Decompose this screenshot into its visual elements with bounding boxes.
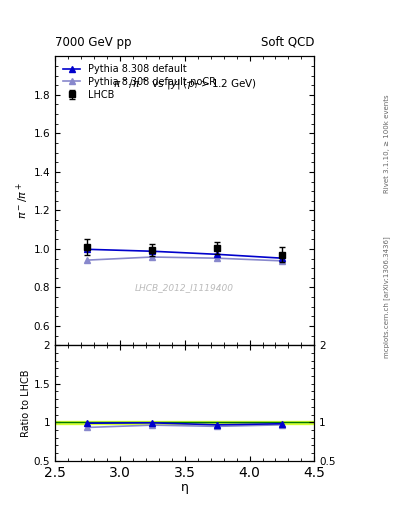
Bar (55, 421, 314, 424)
Pythia 8.308 default-noCR (280, 258, 285, 264)
Pythia 8.308 default (280, 255, 285, 261)
Text: Soft QCD: Soft QCD (261, 36, 314, 49)
Y-axis label: Ratio to LHCB: Ratio to LHCB (21, 369, 31, 437)
Text: Rivet 3.1.10, ≥ 100k events: Rivet 3.1.10, ≥ 100k events (384, 94, 390, 193)
Line: Pythia 8.308 default: Pythia 8.308 default (84, 246, 285, 262)
Text: 7000 GeV pp: 7000 GeV pp (55, 36, 132, 49)
X-axis label: η: η (181, 481, 189, 494)
Pythia 8.308 default (85, 246, 90, 252)
Pythia 8.308 default-noCR (150, 254, 154, 260)
Text: $\pi^-/\pi^+$ vs $|y|$ ($p_T > 1.2$ GeV): $\pi^-/\pi^+$ vs $|y|$ ($p_T > 1.2$ GeV) (113, 76, 257, 92)
Legend: Pythia 8.308 default, Pythia 8.308 default-noCR, LHCB: Pythia 8.308 default, Pythia 8.308 defau… (60, 61, 219, 103)
Text: mcplots.cern.ch [arXiv:1306.3436]: mcplots.cern.ch [arXiv:1306.3436] (384, 236, 391, 358)
Pythia 8.308 default (215, 251, 219, 258)
Y-axis label: $\pi^-/\pi^+$: $\pi^-/\pi^+$ (15, 182, 31, 219)
Text: LHCB_2012_I1119400: LHCB_2012_I1119400 (135, 283, 234, 292)
Pythia 8.308 default-noCR (85, 257, 90, 263)
Pythia 8.308 default (150, 248, 154, 254)
Line: Pythia 8.308 default-noCR: Pythia 8.308 default-noCR (84, 253, 285, 264)
Pythia 8.308 default-noCR (215, 255, 219, 261)
